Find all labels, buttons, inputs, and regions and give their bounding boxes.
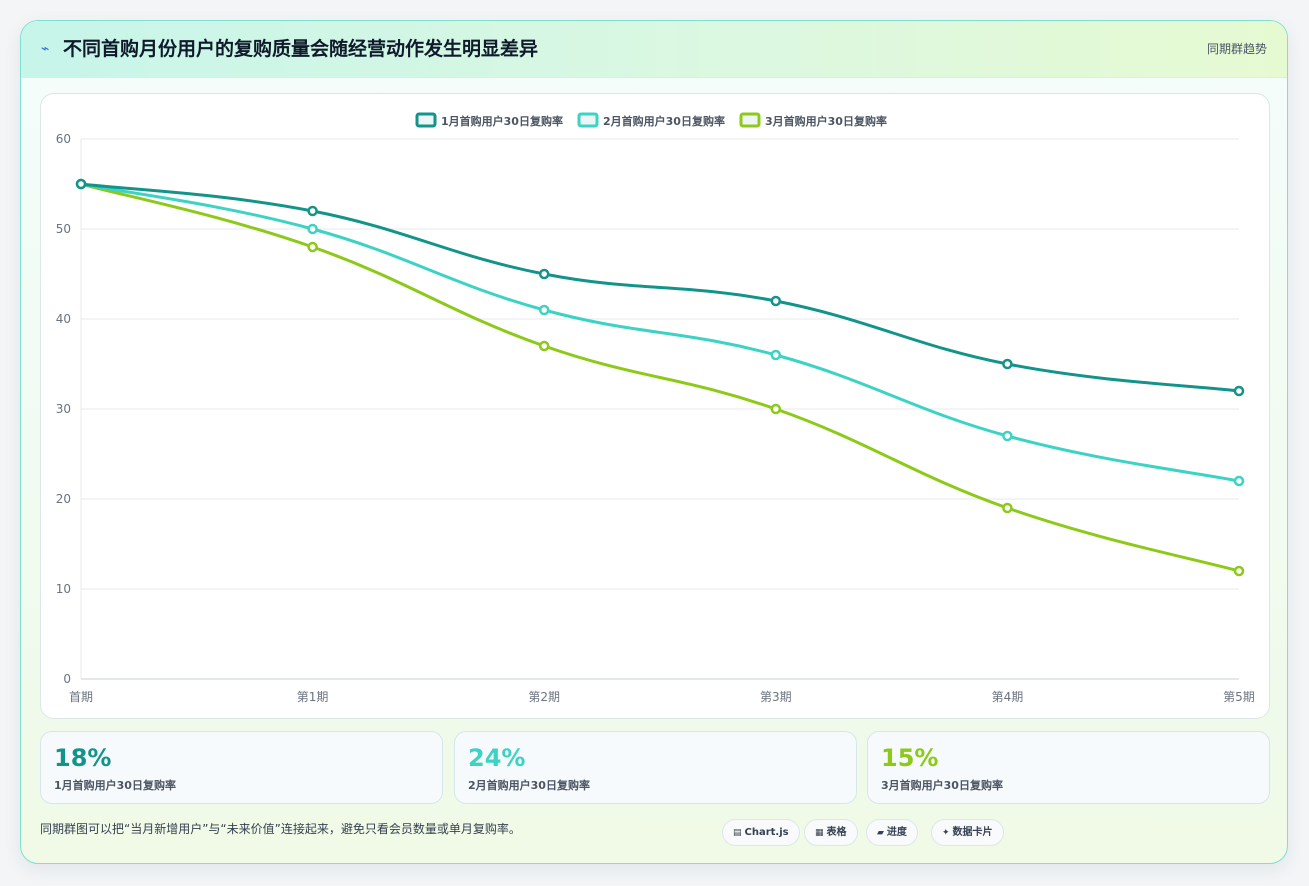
y-tick-label: 40 (56, 312, 71, 326)
series-line (80, 182, 1240, 573)
line-chart: 0 10 20 30 40 50 60 首期 第1期 第2期 第3期 第4期 第5期 1月首购用户30日复… (56, 112, 1255, 704)
dashboard-card: ⌁ 不同首购月份用户的复购质量会随经营动作发生明显差异 同期群趋势 0 10 20 3… (20, 20, 1288, 864)
lightning-icon: ⌁ (41, 41, 50, 57)
data-point (770, 295, 782, 307)
data-point (307, 205, 318, 217)
kpi-value: 18% (54, 744, 112, 772)
x-tick-label: 第3期 (760, 690, 792, 704)
data-point (538, 304, 550, 316)
y-tick-label: 0 (63, 672, 71, 686)
table-button[interactable]: ▦ 表格 (804, 819, 858, 846)
footnote: 同期群图可以把“当月新增用户”与“未来价值”连接起来，避免只看会员数量或单月复购… (40, 822, 521, 836)
data-point (307, 241, 318, 253)
legend-swatch (739, 112, 761, 128)
data-point (1233, 565, 1245, 577)
progress-icon: ▰ (877, 828, 884, 838)
x-tick-label: 第2期 (528, 690, 560, 704)
y-tick-label: 60 (56, 132, 71, 146)
data-point (770, 349, 782, 361)
data-point (538, 340, 550, 352)
button-label: 数据卡片 (952, 827, 993, 838)
data-point (1002, 502, 1013, 514)
x-tick-label: 首期 (69, 690, 93, 704)
y-tick-label: 30 (56, 402, 71, 416)
data-point (1233, 475, 1245, 487)
data-point (1002, 358, 1013, 370)
page-title: 不同首购月份用户的复购质量会随经营动作发生明显差异 (63, 38, 539, 60)
chart-icon: ▤ (733, 828, 742, 838)
data-point (770, 403, 782, 415)
kpi-label: 1月首购用户30日复购率 (54, 779, 176, 792)
legend-label: 2月首购用户30日复购率 (603, 114, 725, 128)
y-tick-label: 50 (56, 222, 71, 236)
button-label: 进度 (886, 827, 907, 838)
table-icon: ▦ (815, 828, 824, 838)
y-tick-label: 10 (56, 582, 71, 596)
legend-label: 3月首购用户30日复购率 (765, 114, 887, 128)
y-tick-label: 20 (56, 492, 71, 506)
chart-panel: 0 10 20 30 40 50 60 首期 第1期 第2期 第3期 第4期 第5期 1月首购用户30日复… (40, 93, 1270, 719)
kpi-value: 24% (468, 744, 526, 772)
series-line (80, 182, 1240, 393)
progress-button[interactable]: ▰ 进度 (866, 819, 918, 846)
data-point (1233, 385, 1245, 397)
series-line (80, 182, 1240, 483)
x-tick-label: 第4期 (992, 690, 1024, 704)
kpi-card-jan: 18% 1月首购用户30日复购率 (40, 731, 443, 804)
data-card-button[interactable]: ✦ 数据卡片 (931, 819, 1004, 846)
kpi-value: 15% (881, 744, 939, 772)
data-point (1002, 430, 1013, 442)
button-label: 表格 (826, 827, 847, 838)
button-label: Chart.js (744, 827, 789, 838)
kpi-card-feb: 24% 2月首购用户30日复购率 (454, 731, 857, 804)
kpi-label: 2月首购用户30日复购率 (468, 779, 590, 792)
card-icon: ✦ (942, 828, 950, 838)
kpi-card-mar: 15% 3月首购用户30日复购率 (867, 731, 1270, 804)
data-point (307, 223, 318, 235)
legend-swatch (577, 112, 599, 128)
data-point (538, 268, 550, 280)
legend-swatch (415, 112, 437, 128)
card-header: ⌁ 不同首购月份用户的复购质量会随经营动作发生明显差异 同期群趋势 (21, 21, 1287, 78)
header-subtitle: 同期群趋势 (1206, 42, 1267, 56)
kpi-label: 3月首购用户30日复购率 (881, 779, 1003, 792)
legend-label: 1月首购用户30日复购率 (441, 114, 563, 128)
data-point (75, 178, 87, 190)
x-tick-label: 第5期 (1223, 690, 1255, 704)
chartjs-button[interactable]: ▤ Chart.js (722, 819, 800, 846)
x-tick-label: 第1期 (297, 690, 329, 704)
